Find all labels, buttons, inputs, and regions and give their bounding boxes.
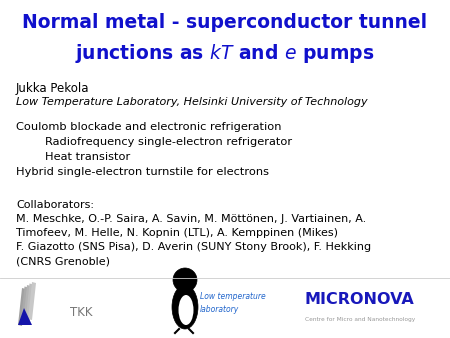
- Text: TKK: TKK: [70, 306, 93, 318]
- Polygon shape: [26, 284, 33, 321]
- Ellipse shape: [179, 295, 194, 325]
- Text: Timofeev, M. Helle, N. Kopnin (LTL), A. Kemppinen (Mikes): Timofeev, M. Helle, N. Kopnin (LTL), A. …: [16, 228, 338, 238]
- Text: Hybrid single-electron turnstile for electrons: Hybrid single-electron turnstile for ele…: [16, 167, 269, 177]
- Polygon shape: [23, 285, 31, 323]
- Polygon shape: [21, 287, 28, 324]
- Text: Low temperature
laboratory: Low temperature laboratory: [200, 292, 266, 314]
- Text: Collaborators:: Collaborators:: [16, 200, 94, 210]
- Text: junctions as $\mathbf{\mathit{kT}}$ and $\mathbf{\mathit{e}}$ pumps: junctions as $\mathbf{\mathit{kT}}$ and …: [75, 42, 375, 65]
- Polygon shape: [28, 282, 36, 320]
- Text: F. Giazotto (SNS Pisa), D. Averin (SUNY Stony Brook), F. Hekking: F. Giazotto (SNS Pisa), D. Averin (SUNY …: [16, 242, 371, 252]
- Text: (CNRS Grenoble): (CNRS Grenoble): [16, 256, 110, 266]
- Text: MICRONOVA: MICRONOVA: [305, 292, 415, 308]
- Polygon shape: [18, 288, 26, 326]
- Text: Coulomb blockade and electronic refrigeration: Coulomb blockade and electronic refriger…: [16, 122, 282, 132]
- Text: Normal metal - superconductor tunnel: Normal metal - superconductor tunnel: [22, 13, 427, 32]
- Text: Heat transistor: Heat transistor: [16, 152, 130, 162]
- Text: Radiofrequency single-electron refrigerator: Radiofrequency single-electron refrigera…: [16, 137, 292, 147]
- Circle shape: [173, 268, 197, 292]
- Ellipse shape: [172, 285, 198, 329]
- Polygon shape: [18, 308, 32, 325]
- Text: Low Temperature Laboratory, Helsinki University of Technology: Low Temperature Laboratory, Helsinki Uni…: [16, 97, 368, 107]
- Text: Centre for Micro and Nanotechnology: Centre for Micro and Nanotechnology: [305, 317, 415, 322]
- Text: Jukka Pekola: Jukka Pekola: [16, 82, 90, 95]
- Text: M. Meschke, O.-P. Saira, A. Savin, M. Möttönen, J. Vartiainen, A.: M. Meschke, O.-P. Saira, A. Savin, M. Mö…: [16, 214, 366, 224]
